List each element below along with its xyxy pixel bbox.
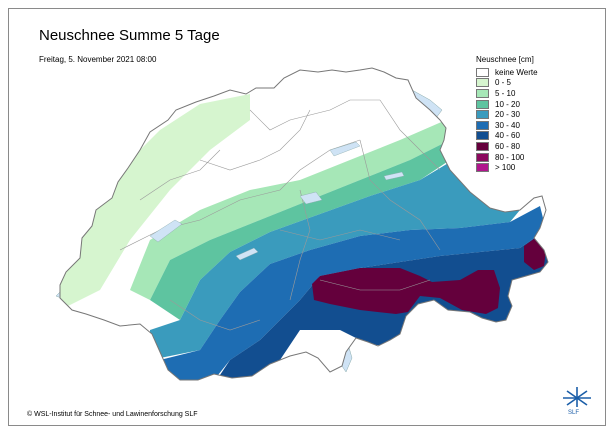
copyright: © WSL-Institut für Schnee- und Lawinenfo… xyxy=(27,411,198,418)
legend-label: 0 - 5 xyxy=(495,78,512,88)
legend-item: 0 - 5 xyxy=(476,78,538,89)
legend-item: 60 - 80 xyxy=(476,141,538,152)
legend-swatch xyxy=(476,131,489,141)
switzerland-border xyxy=(59,67,549,381)
lake-lucerne xyxy=(299,191,323,205)
legend-label: 20 - 30 xyxy=(495,110,520,120)
legend-title: Neuschnee [cm] xyxy=(476,55,534,64)
snowflake-logo-icon xyxy=(563,387,591,407)
legend-label: keine Werte xyxy=(495,67,538,77)
legend-label: 10 - 20 xyxy=(495,99,520,109)
legend-swatch xyxy=(476,141,489,151)
logo-text: SLF xyxy=(568,410,580,416)
zone-0-5 xyxy=(60,94,250,320)
legend-label: 40 - 60 xyxy=(495,131,520,141)
legend-item: 30 - 40 xyxy=(476,120,538,131)
map-title: Neuschnee Summe 5 Tage xyxy=(39,27,220,44)
legend-swatch xyxy=(476,99,489,109)
legend-label: 60 - 80 xyxy=(495,141,520,151)
legend-item: 80 - 100 xyxy=(476,152,538,163)
zone-30-40 xyxy=(160,206,546,380)
map-date: Freitag, 5. November 2021 08:00 xyxy=(39,55,157,64)
zone-60-80 xyxy=(312,268,500,314)
legend-swatch xyxy=(476,152,489,162)
legend-item: keine Werte xyxy=(476,67,538,78)
legend-label: 30 - 40 xyxy=(495,120,520,130)
legend-item: 10 - 20 xyxy=(476,99,538,110)
legend-swatch xyxy=(476,163,489,173)
legend-item: 40 - 60 xyxy=(476,131,538,142)
legend-item: 5 - 10 xyxy=(476,88,538,99)
lake-neuchatel xyxy=(149,219,183,243)
legend-swatch xyxy=(476,78,489,88)
legend-swatch xyxy=(476,88,489,98)
legend-item: > 100 xyxy=(476,162,538,173)
lake-walen xyxy=(383,171,405,181)
legend-label: 80 - 100 xyxy=(495,152,525,162)
legend-swatch xyxy=(476,67,489,77)
legend-item: 20 - 30 xyxy=(476,109,538,120)
legend-label: 5 - 10 xyxy=(495,88,516,98)
lake-thun xyxy=(235,247,259,261)
zone-5-10 xyxy=(130,120,450,300)
legend-swatch xyxy=(476,110,489,120)
lake-zurich xyxy=(329,141,361,157)
zone-20-30 xyxy=(150,162,520,360)
legend-swatch xyxy=(476,120,489,130)
legend-label: > 100 xyxy=(495,163,516,173)
